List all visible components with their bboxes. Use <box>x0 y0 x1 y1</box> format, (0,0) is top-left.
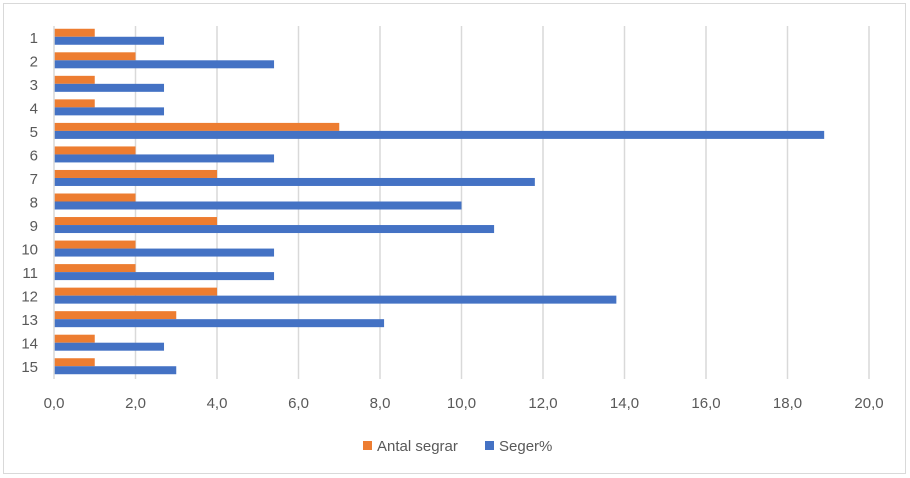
x-tick-label: 20,0 <box>854 395 883 412</box>
bar-antal-segrar <box>54 146 136 155</box>
legend-label: Seger% <box>499 438 552 455</box>
y-tick-label: 14 <box>21 336 38 353</box>
bar-seger-procent <box>54 107 165 116</box>
bar-antal-segrar <box>54 52 136 61</box>
bar-antal-segrar <box>54 264 136 273</box>
bar-seger-procent <box>54 83 165 92</box>
bar-seger-procent <box>54 60 275 69</box>
x-tick-label: 16,0 <box>691 395 720 412</box>
y-tick-label: 13 <box>21 312 38 329</box>
bar-seger-procent <box>54 225 495 234</box>
bar-antal-segrar <box>54 287 217 296</box>
bar-seger-procent <box>54 130 825 139</box>
x-tick-label: 2,0 <box>125 395 146 412</box>
legend-label: Antal segrar <box>377 438 458 455</box>
y-tick-label: 4 <box>30 100 38 117</box>
y-tick-label: 11 <box>22 265 38 282</box>
y-tick-label: 9 <box>30 218 38 235</box>
y-tick-label: 5 <box>30 124 38 141</box>
x-tick-label: 18,0 <box>773 395 802 412</box>
bar-antal-segrar <box>54 240 136 249</box>
bar-antal-segrar <box>54 358 95 367</box>
bar-antal-segrar <box>54 193 136 202</box>
y-tick-label: 8 <box>30 195 38 212</box>
bar-antal-segrar <box>54 311 177 320</box>
y-tick-label: 3 <box>30 77 38 94</box>
bar-antal-segrar <box>54 217 217 226</box>
bar-seger-procent <box>54 342 165 351</box>
x-tick-label: 14,0 <box>610 395 639 412</box>
bar-seger-procent <box>54 201 462 210</box>
y-tick-label: 2 <box>30 53 38 70</box>
bar-seger-procent <box>54 272 275 281</box>
bar-antal-segrar <box>54 28 95 37</box>
bar-antal-segrar <box>54 75 95 84</box>
x-tick-label: 4,0 <box>207 395 228 412</box>
bar-seger-procent <box>54 366 177 375</box>
bar-seger-procent <box>54 248 275 257</box>
y-tick-label: 1 <box>30 30 38 47</box>
y-tick-label: 10 <box>21 242 38 259</box>
y-tick-label: 7 <box>30 171 38 188</box>
legend-swatch <box>485 441 494 450</box>
bar-seger-procent <box>54 177 535 186</box>
bar-antal-segrar <box>54 122 340 131</box>
bar-antal-segrar <box>54 169 217 178</box>
bar-antal-segrar <box>54 99 95 108</box>
bar-antal-segrar <box>54 334 95 343</box>
bar-seger-procent <box>54 319 385 328</box>
chart-frame <box>3 3 906 474</box>
x-tick-label: 8,0 <box>370 395 391 412</box>
bar-seger-procent <box>54 36 165 45</box>
bar-seger-procent <box>54 154 275 163</box>
y-tick-label: 15 <box>21 359 38 376</box>
bar-seger-procent <box>54 295 617 304</box>
x-tick-label: 6,0 <box>288 395 309 412</box>
x-tick-label: 12,0 <box>528 395 557 412</box>
x-tick-label: 10,0 <box>447 395 476 412</box>
y-tick-label: 12 <box>21 289 38 306</box>
x-tick-label: 0,0 <box>44 395 65 412</box>
y-tick-label: 6 <box>30 147 38 164</box>
legend-swatch <box>363 441 372 450</box>
